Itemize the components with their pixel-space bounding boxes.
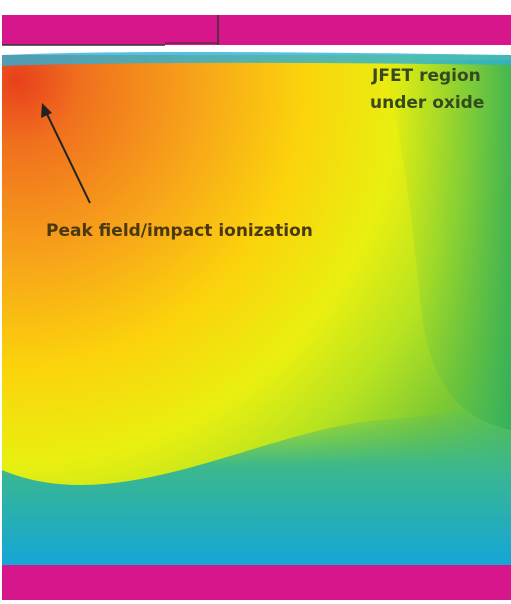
bottom-contact <box>2 565 511 600</box>
top-contact <box>2 15 511 45</box>
jfet-label: under oxide <box>370 93 484 113</box>
arrow-shaft <box>45 111 91 204</box>
oxide-interface <box>2 51 511 66</box>
jfet-label: JFET region <box>371 66 481 86</box>
top-margin <box>0 0 511 15</box>
peak-label: Peak field/impact ionization <box>46 221 313 241</box>
arrow-head <box>41 103 52 118</box>
field-contour-low <box>2 400 511 565</box>
jfet-contour <box>380 60 511 430</box>
